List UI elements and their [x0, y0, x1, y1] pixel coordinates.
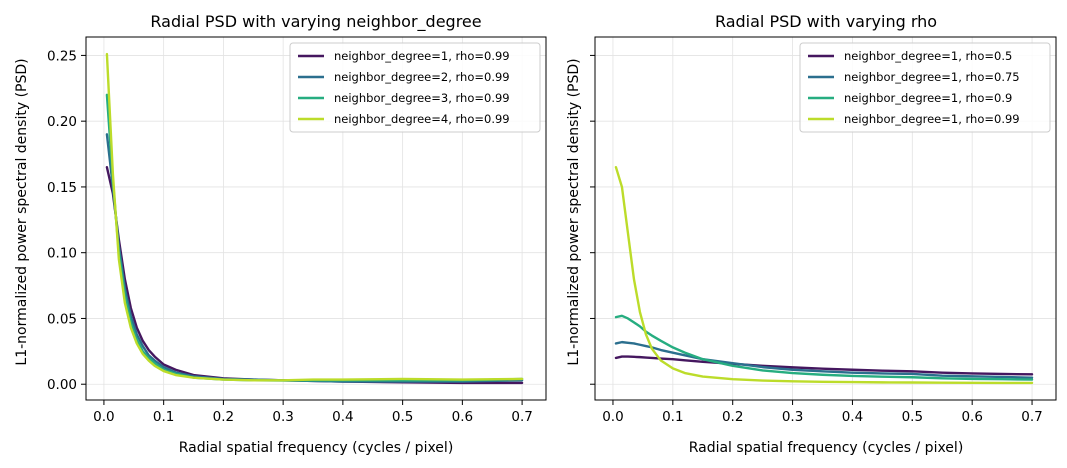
- right-x-tick-label: 0.3: [782, 409, 803, 425]
- left-legend-label: neighbor_degree=1, rho=0.99: [334, 49, 510, 63]
- left-legend-label: neighbor_degree=3, rho=0.99: [334, 91, 510, 105]
- right-legend: neighbor_degree=1, rho=0.5 neighbor_degre…: [799, 42, 1051, 133]
- left-x-tick-label: 0.7: [511, 409, 532, 425]
- left-x-tick-label: 0.3: [272, 409, 293, 425]
- left-x-tick-label: 0.5: [392, 409, 413, 425]
- left-y-tick-label: 0.10: [47, 246, 77, 262]
- left-legend-box: [289, 42, 541, 133]
- left-axes-frame: [85, 36, 547, 401]
- left-x-tick-label: 0.6: [452, 409, 473, 425]
- right-chart-panel: Radial PSD with varying rho Radial spati…: [566, 12, 1057, 456]
- right-chart-ylabel: L1-normalized power spectral density (PS…: [566, 58, 582, 365]
- left-legend-label: neighbor_degree=2, rho=0.99: [334, 70, 510, 84]
- right-x-tick-label: 0.1: [662, 409, 683, 425]
- left-series-line-2: [105, 133, 524, 383]
- left-legend-label: neighbor_degree=4, rho=0.99: [334, 112, 510, 126]
- left-x-tick-label: 0.1: [153, 409, 174, 425]
- right-x-tick-label: 0.2: [722, 409, 743, 425]
- left-series-line-1: [105, 166, 524, 385]
- left-chart-xlabel: Radial spatial frequency (cycles / pixel…: [179, 440, 454, 456]
- left-y-tick-label: 0.00: [47, 377, 77, 393]
- left-chart-title: Radial PSD with varying neighbor_degree: [150, 12, 481, 32]
- right-chart-title: Radial PSD with varying rho: [715, 12, 937, 31]
- right-x-tick-label: 0.5: [902, 409, 923, 425]
- left-y-tick-label: 0.25: [47, 48, 77, 64]
- right-legend-label: neighbor_degree=1, rho=0.9: [844, 91, 1012, 105]
- left-y-tick-label: 0.05: [47, 311, 77, 327]
- right-series-line-2: [614, 340, 1034, 379]
- right-legend-label: neighbor_degree=1, rho=0.99: [844, 112, 1020, 126]
- left-y-tick-label: 0.20: [47, 114, 77, 130]
- left-x-tick-label: 0.2: [213, 409, 234, 425]
- right-x-tick-label: 0.0: [602, 409, 623, 425]
- left-x-tick-label: 0.4: [332, 409, 353, 425]
- right-x-tick-label: 0.6: [961, 409, 982, 425]
- right-chart-xlabel: Radial spatial frequency (cycles / pixel…: [689, 440, 964, 456]
- right-series-line-3: [614, 314, 1034, 381]
- left-chart-ylabel: L1-normalized power spectral density (PS…: [14, 58, 30, 365]
- right-legend-box: [799, 42, 1051, 133]
- right-legend-label: neighbor_degree=1, rho=0.5: [844, 49, 1012, 63]
- right-legend-label: neighbor_degree=1, rho=0.75: [844, 70, 1020, 84]
- right-series-line-4: [614, 166, 1034, 385]
- right-x-tick-label: 0.7: [1021, 409, 1042, 425]
- left-series-line-4: [105, 52, 524, 382]
- left-chart-panel: Radial PSD with varying neighbor_degree …: [14, 12, 547, 456]
- right-x-tick-label: 0.4: [842, 409, 863, 425]
- left-x-tick-label: 0.0: [93, 409, 114, 425]
- left-series-line-3: [105, 93, 524, 382]
- left-legend: neighbor_degree=1, rho=0.99 neighbor_degr…: [289, 42, 541, 133]
- right-axes-frame: [594, 36, 1057, 401]
- left-y-tick-label: 0.15: [47, 180, 77, 196]
